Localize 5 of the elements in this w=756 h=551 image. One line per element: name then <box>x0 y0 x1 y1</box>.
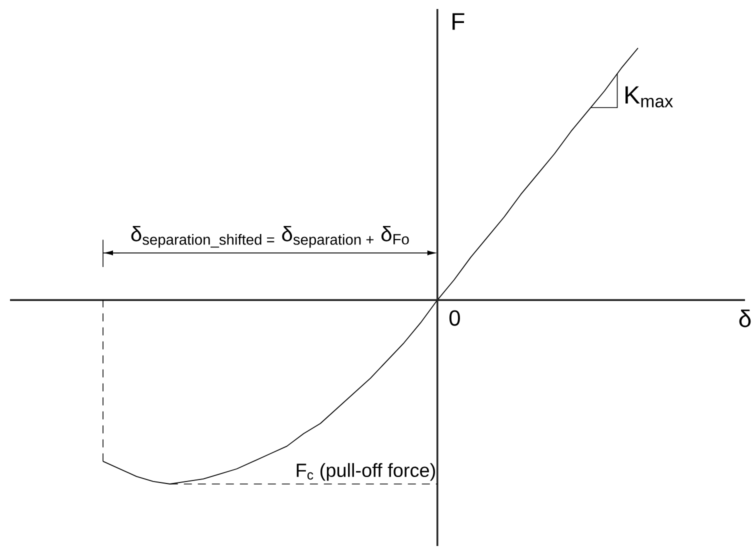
x-axis-title: δ <box>739 310 751 328</box>
y-axis-title: F <box>452 13 464 30</box>
annotation: K$_{max}$ <box>626 86 674 108</box>
annotation: 0 <box>449 310 460 326</box>
ref-line-label: F$_{c}$ (pull-off force) <box>296 463 435 481</box>
